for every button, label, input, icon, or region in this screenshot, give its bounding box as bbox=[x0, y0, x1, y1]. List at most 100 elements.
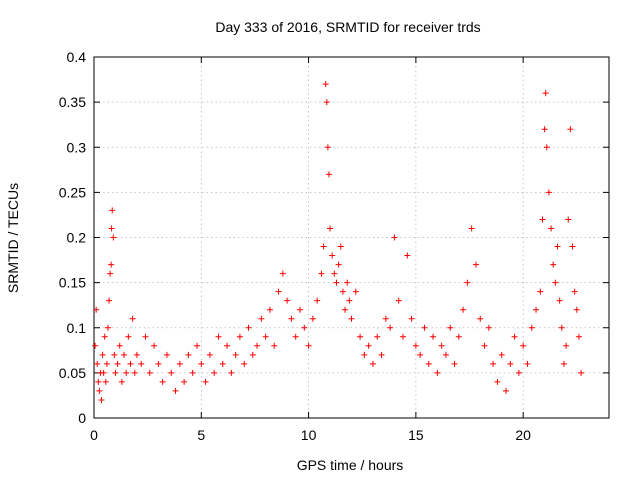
data-point bbox=[112, 369, 119, 376]
data-point bbox=[490, 360, 497, 367]
data-point bbox=[127, 360, 134, 367]
data-point bbox=[550, 261, 557, 268]
data-point bbox=[100, 369, 107, 376]
data-point bbox=[369, 360, 376, 367]
data-point bbox=[146, 369, 153, 376]
data-point bbox=[279, 270, 286, 277]
data-point bbox=[335, 261, 342, 268]
data-point bbox=[344, 279, 351, 286]
data-point bbox=[569, 243, 576, 250]
data-point bbox=[168, 369, 175, 376]
data-point bbox=[554, 243, 561, 250]
data-point bbox=[103, 360, 110, 367]
x-tick-label: 10 bbox=[301, 427, 317, 443]
data-point bbox=[98, 396, 105, 403]
data-point bbox=[503, 387, 509, 394]
data-point bbox=[468, 225, 475, 232]
data-point bbox=[541, 126, 548, 133]
data-point bbox=[109, 207, 116, 214]
data-point bbox=[339, 288, 346, 295]
data-point bbox=[391, 234, 398, 241]
data-point bbox=[116, 342, 123, 349]
data-point bbox=[236, 333, 243, 340]
data-point bbox=[539, 216, 546, 223]
data-point bbox=[258, 315, 265, 322]
data-point bbox=[374, 333, 381, 340]
data-point bbox=[417, 351, 424, 358]
y-axis-label: SRMTID / TECUs bbox=[5, 183, 21, 293]
x-tick-label: 0 bbox=[90, 427, 98, 443]
x-tick-label: 5 bbox=[197, 427, 205, 443]
data-point bbox=[543, 144, 550, 151]
data-point bbox=[110, 234, 117, 241]
data-point bbox=[108, 261, 115, 268]
y-tick-label: 0 bbox=[78, 410, 86, 426]
data-point bbox=[198, 360, 205, 367]
data-point bbox=[94, 360, 101, 367]
x-tick-label: 15 bbox=[408, 427, 424, 443]
data-point bbox=[314, 297, 321, 304]
data-point bbox=[567, 126, 574, 133]
data-point bbox=[556, 297, 563, 304]
data-point bbox=[104, 324, 111, 331]
data-point bbox=[219, 360, 226, 367]
data-point bbox=[494, 378, 501, 385]
data-point bbox=[266, 306, 273, 313]
data-point bbox=[442, 351, 449, 358]
data-point bbox=[515, 369, 522, 376]
data-point bbox=[96, 387, 103, 394]
data-point bbox=[224, 342, 231, 349]
data-point bbox=[323, 99, 330, 106]
data-point bbox=[95, 378, 102, 385]
data-point bbox=[578, 369, 585, 376]
data-point bbox=[322, 81, 329, 88]
data-point bbox=[404, 252, 411, 259]
data-point bbox=[524, 360, 531, 367]
data-point bbox=[262, 333, 269, 340]
data-point bbox=[430, 333, 437, 340]
data-point bbox=[228, 369, 235, 376]
data-point bbox=[507, 360, 514, 367]
data-point bbox=[325, 171, 332, 178]
data-point bbox=[455, 333, 462, 340]
data-point bbox=[133, 351, 140, 358]
y-tick-label: 0.05 bbox=[59, 365, 86, 381]
data-point bbox=[395, 297, 402, 304]
data-point bbox=[101, 333, 108, 340]
data-point bbox=[563, 342, 570, 349]
data-point bbox=[560, 360, 567, 367]
axis-ticks: 0 5 10 15 20 0 0.05 0.1 0.15 0.2 0.25 0.3 0.35 0.4 bbox=[59, 49, 609, 443]
data-point bbox=[107, 270, 114, 277]
x-axis-label: GPS time / hours bbox=[297, 457, 404, 473]
data-point bbox=[533, 306, 540, 313]
data-point bbox=[481, 342, 488, 349]
data-point bbox=[464, 279, 471, 286]
data-point bbox=[571, 288, 578, 295]
data-point bbox=[412, 342, 419, 349]
data-point bbox=[215, 333, 222, 340]
data-point bbox=[254, 342, 261, 349]
data-point bbox=[329, 252, 336, 259]
data-point bbox=[106, 297, 113, 304]
data-point bbox=[151, 342, 158, 349]
data-point bbox=[185, 351, 192, 358]
data-point bbox=[327, 225, 334, 232]
data-points bbox=[92, 81, 585, 403]
data-point bbox=[438, 342, 445, 349]
data-point bbox=[318, 270, 325, 277]
data-point bbox=[111, 351, 118, 358]
data-point bbox=[181, 378, 188, 385]
data-point bbox=[348, 315, 355, 322]
data-point bbox=[129, 315, 136, 322]
data-point bbox=[361, 351, 368, 358]
data-point bbox=[172, 387, 179, 394]
data-point bbox=[528, 324, 535, 331]
data-point bbox=[421, 324, 428, 331]
data-point bbox=[114, 360, 121, 367]
data-point bbox=[232, 351, 239, 358]
data-point bbox=[99, 351, 106, 358]
data-point bbox=[275, 288, 282, 295]
data-point bbox=[573, 306, 580, 313]
data-point bbox=[400, 333, 406, 340]
